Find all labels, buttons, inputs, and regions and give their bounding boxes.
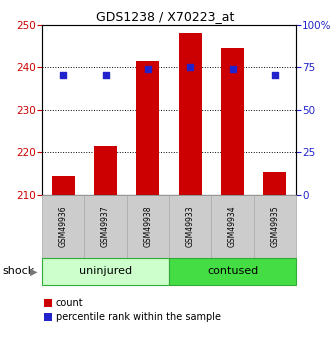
Bar — [94, 146, 117, 195]
Text: percentile rank within the sample: percentile rank within the sample — [56, 312, 221, 322]
Point — [61, 72, 66, 78]
Bar — [52, 176, 75, 195]
Bar — [221, 48, 244, 195]
Text: GSM49933: GSM49933 — [186, 206, 195, 247]
Text: uninjured: uninjured — [79, 266, 132, 276]
Text: GDS1238 / X70223_at: GDS1238 / X70223_at — [96, 10, 235, 23]
Bar — [178, 33, 202, 195]
Text: shock: shock — [2, 266, 34, 276]
Text: contused: contused — [207, 266, 258, 276]
Bar — [263, 171, 286, 195]
Text: GSM49936: GSM49936 — [59, 206, 68, 247]
Point — [230, 67, 235, 72]
Point — [188, 65, 193, 70]
Text: GSM49938: GSM49938 — [143, 206, 152, 247]
Text: GSM49935: GSM49935 — [270, 206, 279, 247]
Point — [103, 72, 108, 78]
Bar — [136, 61, 160, 195]
Point — [145, 67, 151, 72]
Text: count: count — [56, 298, 84, 308]
Text: GSM49934: GSM49934 — [228, 206, 237, 247]
Text: GSM49937: GSM49937 — [101, 206, 110, 247]
Text: ▶: ▶ — [30, 266, 38, 276]
Point — [272, 72, 277, 78]
